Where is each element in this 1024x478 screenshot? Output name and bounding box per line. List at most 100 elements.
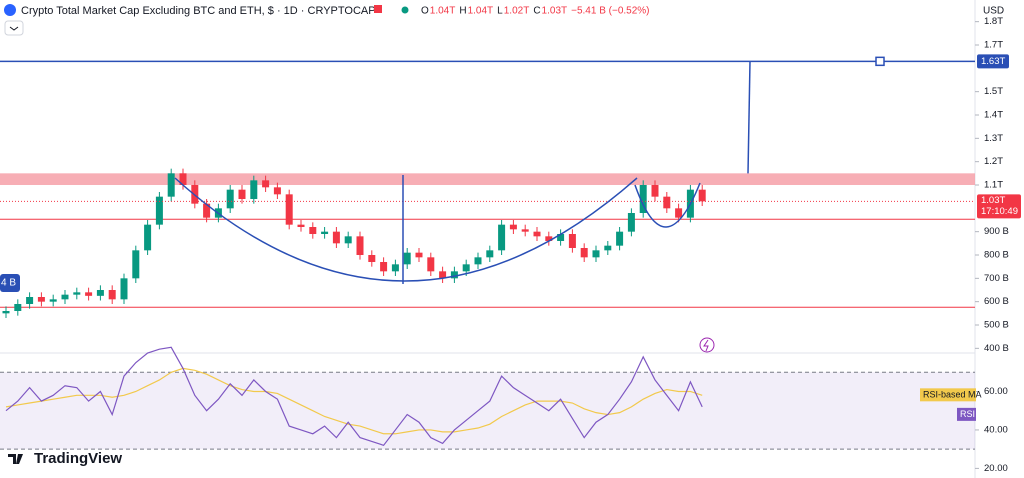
rsi-ma-badge [920,388,976,402]
candle-body [144,224,152,251]
ohlc-value: −5.41 B (−0.52%) [571,6,649,17]
candle-body [427,257,435,272]
candle-body [604,245,612,251]
candle-body [344,236,352,244]
event-icon[interactable] [699,337,715,353]
candle-body [26,297,34,304]
y-tick-label: 900 B [984,226,1009,237]
chart-title: Crypto Total Market Cap Excluding BTC an… [21,5,376,17]
candle-body [403,252,411,265]
candle-body [167,173,175,197]
ohlc-key: H [459,6,466,17]
candle-body [321,231,329,234]
candle-body [273,187,281,195]
candle-body [580,248,588,258]
rsi-badge [957,407,976,421]
candle-body [533,231,541,237]
currency[interactable]: USD [983,6,1004,17]
y-tick-label: 1.7T [984,40,1003,51]
collapse-button[interactable] [4,20,24,36]
ohlc-value: 1.04T [430,6,456,17]
y-tick-label: 700 B [984,273,1009,284]
candle-body [2,311,10,314]
candle-body [486,250,494,258]
candle-body [108,290,116,300]
currency-button[interactable] [979,3,1013,19]
left-badge: 4 B [1,278,16,289]
candle-body [568,234,576,248]
candle-body [521,229,529,232]
status-dot [401,6,409,14]
current-price-label: 1.03T [981,195,1005,206]
candle-body [73,292,81,295]
candle-body [297,224,305,227]
candle-body [592,250,600,258]
chevron [9,26,19,31]
candle-body [698,189,706,202]
rsi-ma-line [5,367,703,435]
candle-body [238,189,246,199]
y-tick-label: 1.2T [984,156,1003,167]
candle-body [627,213,635,232]
candle-body [14,304,22,311]
candle-body [309,227,317,234]
rsi-line [5,346,703,447]
candle-body [651,185,659,197]
candle-body [474,257,482,265]
rsi-tick-label: 60.00 [984,386,1008,397]
resistance-zone [0,173,975,185]
handle-curve [634,182,701,228]
rsi-name: RSI [960,409,975,419]
candle-body [49,299,57,302]
y-tick-label: 1.5T [984,86,1003,97]
y-tick-label: 600 B [984,296,1009,307]
rsi-band [0,372,975,450]
candle-body [96,290,104,296]
ohlc-value: 1.03T [542,6,568,17]
candle-body [380,262,388,272]
candle-body [155,196,163,225]
candle-body [509,224,517,230]
rsi-tick-label: 20.00 [984,463,1008,474]
plot: 400 B 500 B 600 B 700 B 800 B 900 B 1.1T 1.2T 1.… [0,16,1021,474]
candle-body [85,292,93,296]
rsi-tick-label: 40.00 [984,424,1008,435]
logo-mark [8,454,23,464]
candle-body [332,231,340,244]
candle-body [250,180,258,199]
y-tick-label: 1.3T [984,133,1003,144]
current-price-badge [977,194,1021,219]
ohlc-legend: O 1.04T H 1.04T L 1.02T C 1.03T −5.41 B (−0.52%) [421,6,650,17]
event-bolt [703,339,709,352]
candle-body [462,264,470,272]
y-tick-label: 1.8T [984,16,1003,27]
rsi-ma-name: RSI-based MA [923,390,982,400]
candle-body [639,185,647,213]
target-badge-label: 1.63T [981,56,1005,67]
candle-body [262,180,270,188]
target-badge [977,54,1009,69]
y-tick-label: 1.4T [984,110,1003,121]
candle-body [498,224,506,251]
candle-body [356,236,364,255]
candle-body [132,250,140,279]
countdown: 17:10:49 [981,206,1018,217]
flag-icon[interactable] [374,5,382,13]
left-badge-bg [0,274,20,292]
candle-body [545,236,553,241]
candle-body [285,194,293,225]
target-handle [875,56,885,67]
candle-body [226,189,234,209]
candle-body [179,173,187,185]
ohlc-key: L [497,6,503,17]
candle-body [391,264,399,272]
y-tick-label: 400 B [984,343,1009,354]
ohlc-value: 1.02T [504,6,530,17]
y-tick-label: 1.1T [984,180,1003,191]
candle-body [663,196,671,209]
cup-curve [174,177,638,282]
candle-body [616,231,624,246]
candle-body [557,234,565,241]
